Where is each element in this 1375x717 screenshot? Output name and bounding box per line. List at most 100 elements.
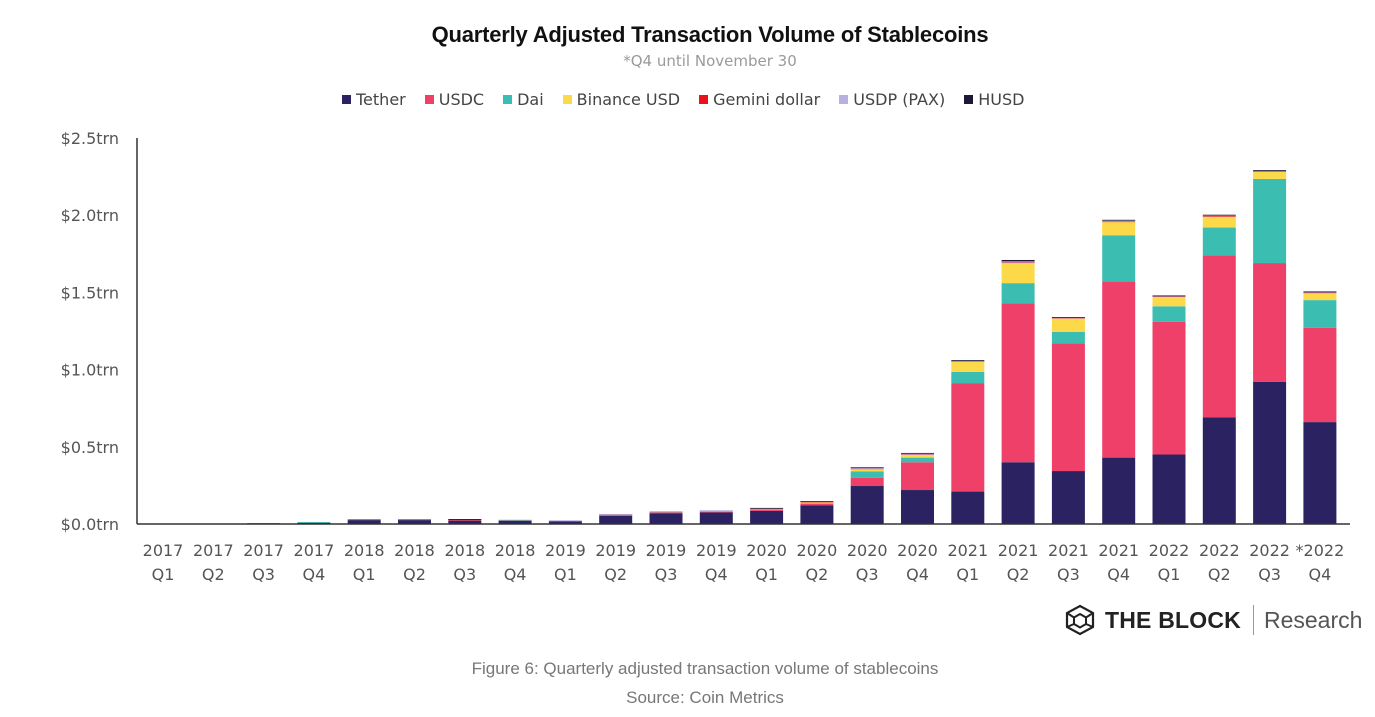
bar-segment-dai (498, 519, 532, 521)
bar-segment-usdc (599, 515, 633, 516)
bar-segment-tether (398, 520, 431, 524)
bar-segment-husd (448, 519, 482, 520)
legend-item: HUSD (964, 90, 1024, 109)
bar-segment-tether (448, 520, 482, 524)
chart-subtitle: *Q4 until November 30 (623, 52, 797, 70)
bar-segment-dai (1051, 331, 1085, 344)
x-tick-label-quarter: Q1 (1158, 565, 1181, 584)
bar-segment-binance-usd (850, 469, 884, 472)
legend-swatch (562, 95, 572, 104)
bar-segment-usdc (1253, 263, 1287, 382)
legend-item: Tether (342, 90, 406, 109)
bar-segment-binance-usd (901, 454, 934, 458)
x-tick-label-quarter: Q4 (1107, 565, 1130, 584)
bar-segment-husd (850, 467, 884, 469)
bar-segment-usdp-pax (1051, 317, 1085, 319)
bar-segment-husd (347, 519, 381, 521)
bar-segment-usdc (448, 519, 482, 521)
x-tick-label-year: 2020 (897, 541, 938, 560)
bar-segment-husd (1102, 219, 1136, 221)
x-tick-label-quarter: Q3 (453, 565, 476, 584)
x-tick-label-quarter: Q1 (956, 565, 979, 584)
legend-swatch (503, 95, 513, 104)
bar-segment-dai (1001, 283, 1035, 304)
bar-segment-husd (951, 359, 985, 361)
bar-segment-binance-usd (1303, 293, 1337, 301)
logo-division-text: Research (1263, 606, 1363, 633)
bar-segment-tether (901, 490, 934, 524)
bar-segment-binance-usd (1253, 171, 1287, 179)
bar-segment-husd (800, 501, 834, 502)
x-tick-label-year: 2021 (1048, 541, 1089, 560)
bar-segment-tether (1253, 381, 1287, 524)
bar-segment-usdp-pax (699, 510, 733, 512)
legend-label: USDP (PAX) (853, 90, 946, 109)
x-tick-label-quarter: Q2 (202, 565, 225, 584)
bar-segment-usdp-pax (1253, 170, 1287, 172)
legend-label: Tether (356, 90, 406, 109)
chart-legend: Tether USDC Dai Binance USD Gemini dollar USD… (342, 90, 1043, 109)
legend-item: USDC (424, 90, 484, 109)
legend-label: Binance USD (576, 90, 681, 109)
legend-label: Gemini dollar (713, 90, 821, 109)
x-tick-label-year: 2021 (1098, 541, 1139, 560)
bar-segment-tether (750, 510, 784, 524)
bar-segment-husd (398, 519, 431, 521)
y-tick-label: $2.5trn (61, 129, 119, 148)
bar-segment-tether (800, 505, 834, 524)
x-tick-label-quarter: Q2 (1208, 565, 1231, 584)
bar-segment-husd (1202, 214, 1236, 216)
bar-segment-tether (1102, 457, 1136, 524)
bar-segment-usdc (699, 511, 733, 513)
bar-segment-usdc (649, 512, 683, 514)
the-block-research-logo: THE BLOCK Research (1064, 604, 1362, 636)
bar-segment-usdp-pax (850, 468, 884, 469)
legend-item: USDP (PAX) (839, 90, 945, 109)
bar-segment-husd (1303, 291, 1337, 293)
x-tick-label-year: 2021 (998, 541, 1039, 560)
x-tick-label-quarter: Q3 (252, 565, 275, 584)
bar-segment-gemini-dollar (1253, 171, 1287, 172)
x-tick-label-quarter: Q2 (604, 565, 627, 584)
x-tick-label-year: 2018 (344, 541, 385, 560)
bar-segment-tether (1001, 462, 1035, 524)
bar-segment-husd (750, 507, 784, 509)
bar-segment-binance-usd (1102, 222, 1136, 236)
bar-segment-usdp-pax (649, 511, 683, 512)
bar-segment-usdp-pax (901, 453, 934, 455)
bar-segment-husd (901, 452, 934, 454)
bar-segment-tether (1202, 417, 1236, 524)
bar-segment-usdc (750, 509, 784, 511)
bar-segment-usdc (1303, 327, 1337, 423)
x-tick-label-quarter: Q3 (655, 565, 678, 584)
x-tick-label-quarter: Q2 (403, 565, 426, 584)
bar-segment-husd (1001, 259, 1035, 262)
bar-segment-tether (649, 513, 683, 524)
chart-title: Quarterly Adjusted Transaction Volume of… (431, 22, 989, 47)
figure-caption: Figure 6: Quarterly adjusted transaction… (471, 659, 939, 678)
legend-item: Gemini dollar (699, 90, 820, 109)
bar-segment-husd (1152, 295, 1186, 297)
bar-segment-dai (800, 503, 834, 504)
x-tick-label-year: 2017 (243, 541, 284, 560)
bar-segment-usdc (1001, 303, 1035, 463)
legend-label: Dai (517, 90, 544, 109)
bar-segment-gemini-dollar (1102, 221, 1136, 223)
bar-segment-binance-usd (1051, 318, 1085, 332)
bar-segment-usdp-pax (1102, 220, 1136, 222)
bar-segment-tether (850, 486, 884, 524)
bar-segment-binance-usd (1001, 263, 1035, 284)
legend-swatch (424, 95, 434, 104)
bar-segment-usdp-pax (599, 514, 633, 515)
cube-logo-icon (1065, 604, 1095, 636)
x-tick-label-quarter: Q3 (856, 565, 879, 584)
bar-segment-dai (1152, 306, 1186, 322)
bar-segment-usdc (1102, 281, 1136, 458)
x-tick-label-year: 2017 (143, 541, 184, 560)
bar-segment-gemini-dollar (1202, 215, 1236, 217)
x-tick-label-year: 2019 (545, 541, 586, 560)
bar-segment-binance-usd (800, 502, 834, 504)
x-tick-label-year: 2018 (444, 541, 485, 560)
bar-segment-usdc (951, 383, 985, 492)
x-tick-label-year: 2019 (696, 541, 737, 560)
